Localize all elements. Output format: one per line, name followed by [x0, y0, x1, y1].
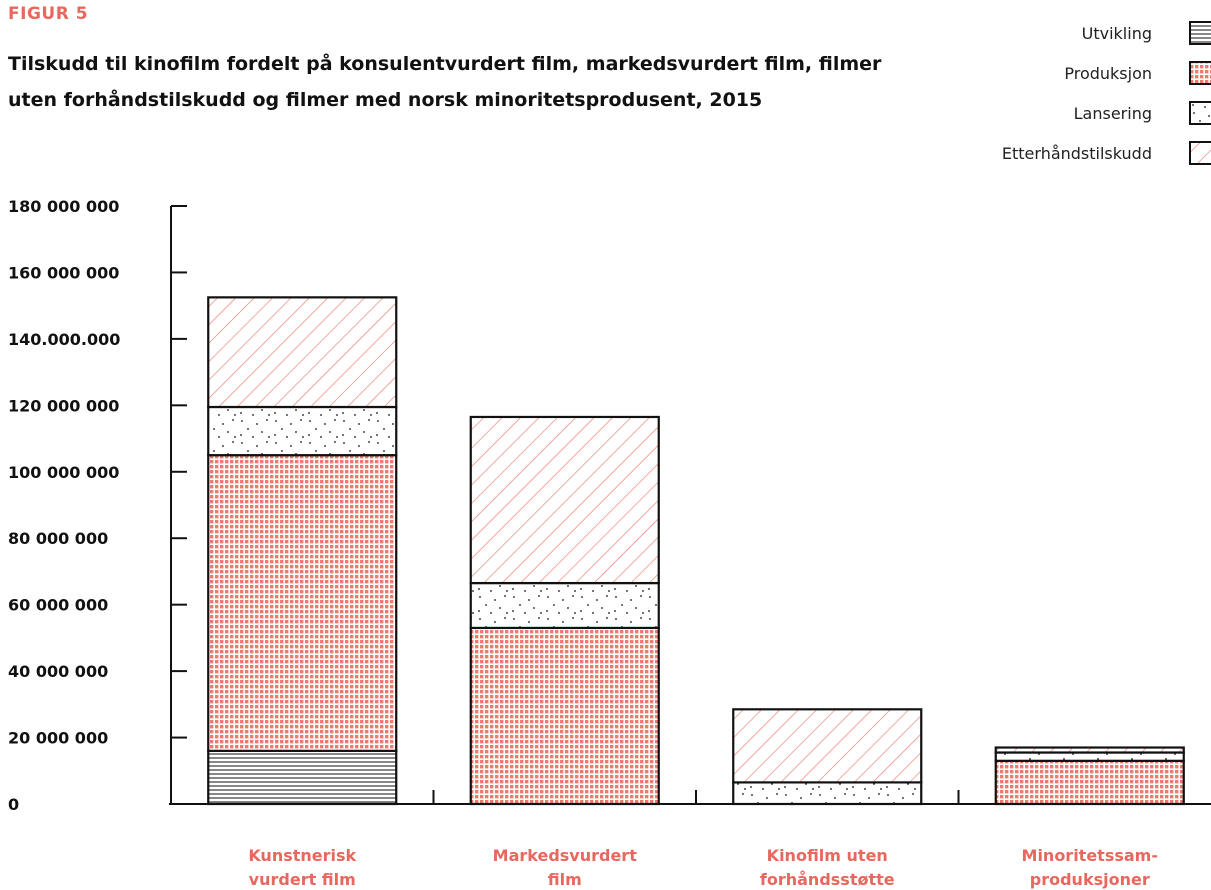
legend-swatch-lansering — [1189, 101, 1211, 125]
category-label-line: Kinofilm uten — [767, 846, 888, 865]
legend-swatch-produksjon — [1189, 61, 1211, 85]
category-label: Kinofilm uten forhåndsstøtte — [760, 846, 895, 889]
bar-stack-kinofilm-uten-forh-ndsst-tte — [732, 708, 923, 806]
bar-segment-produksjon — [469, 626, 660, 806]
y-tick-label: 120 000 000 — [8, 396, 119, 415]
y-tick-label: 0 — [8, 795, 19, 814]
axes: 0 20 000 000 40 000 000 60 000 000 80 000 00… — [8, 197, 1211, 814]
category-label-line: forhåndsstøtte — [760, 870, 895, 889]
legend: Utvikling Produksjon Lansering Etterhåndsti… — [1002, 21, 1211, 165]
legend-label-produksjon: Produksjon — [1064, 64, 1152, 83]
y-tick-label: 20 000 000 — [8, 729, 108, 748]
bars — [207, 296, 1185, 806]
legend-swatch-utvikling — [1189, 21, 1211, 45]
category-label-line: Minoritetssam- — [1022, 846, 1158, 865]
y-tick-label: 100 000 000 — [8, 463, 119, 482]
category-label: Minoritetssam-produksjoner — [1022, 846, 1158, 889]
bar-segment-etterh-ndstilskudd — [469, 415, 660, 585]
bar-segment-lansering — [732, 781, 923, 806]
category-label-line: Markedsvurdert — [493, 846, 638, 865]
bar-segment-produksjon — [207, 454, 398, 752]
category-labels: Kunstnerisk vurdert film Markedsvurdert fil… — [248, 846, 1158, 889]
bar-segment-etterh-ndstilskudd — [994, 746, 1185, 754]
bar-stack-minoritetssam-produksjoner — [994, 746, 1185, 806]
y-tick-label: 60 000 000 — [8, 596, 108, 615]
bar-segment-etterh-ndstilskudd — [732, 708, 923, 784]
y-tick-label: 40 000 000 — [8, 662, 108, 681]
legend-swatch-etterh-ndstilskudd — [1189, 141, 1211, 165]
y-tick-label: 180 000 000 — [8, 197, 119, 216]
bar-segment-utvikling — [207, 749, 398, 806]
chart-title-line-2: uten forhåndstilskudd og filmer med nors… — [8, 89, 763, 111]
bar-stack-kunstnerisk-vurdert-film — [207, 296, 398, 806]
category-label-line: vurdert film — [249, 870, 356, 889]
category-label-line: Kunstnerisk — [248, 846, 356, 865]
bar-segment-lansering — [469, 581, 660, 630]
category-label: Markedsvurdert film — [493, 846, 638, 889]
y-tick-label: 80 000 000 — [8, 529, 108, 548]
bar-stack-markedsvurdert-film — [469, 415, 660, 806]
legend-label-utvikling: Utvikling — [1082, 24, 1152, 43]
bar-segment-produksjon — [994, 759, 1185, 806]
y-tick-label: 140.000.000 — [8, 330, 120, 349]
bar-segment-lansering — [994, 751, 1185, 762]
legend-label-etterh-ndstilskudd: Etterhåndstilskudd — [1002, 144, 1152, 163]
y-tick-label: 160 000 000 — [8, 263, 119, 282]
bar-segment-etterh-ndstilskudd — [207, 296, 398, 409]
category-label: Kunstnerisk vurdert film — [248, 846, 356, 889]
figure-label: FIGUR 5 — [8, 4, 89, 24]
category-label-line: film — [548, 870, 582, 889]
chart-title: Tilskudd til kinofilm fordelt på konsule… — [8, 46, 968, 118]
chart-title-line-1: Tilskudd til kinofilm fordelt på konsule… — [8, 53, 882, 75]
legend-label-lansering: Lansering — [1074, 104, 1152, 123]
bar-segment-lansering — [207, 405, 398, 457]
category-label-line: produksjoner — [1030, 870, 1150, 889]
